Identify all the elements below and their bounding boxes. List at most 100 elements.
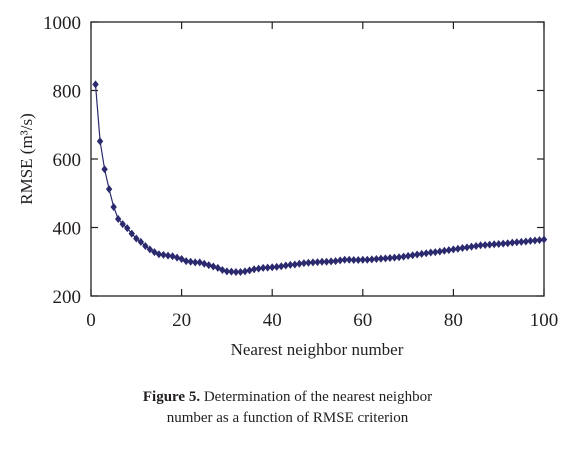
data-point: [173, 253, 181, 262]
data-point: [250, 265, 258, 274]
data-point: [341, 255, 348, 264]
data-point: [133, 234, 140, 243]
data-point: [377, 254, 385, 263]
x-tick-label: 60: [353, 310, 372, 331]
x-axis-label: Nearest neighbor number: [231, 340, 404, 359]
data-point: [486, 240, 493, 249]
data-point: [259, 263, 267, 272]
data-point: [228, 267, 235, 276]
data-point: [404, 251, 412, 260]
data-point: [219, 265, 226, 274]
data-point: [364, 255, 371, 264]
data-point: [332, 257, 339, 266]
data-point: [273, 262, 280, 271]
data-point: [468, 242, 475, 251]
data-point: [400, 252, 407, 261]
data-point: [391, 253, 398, 262]
data-point: [160, 250, 167, 259]
data-point: [264, 263, 271, 272]
y-axis-label: RMSE (m³/s): [17, 113, 36, 205]
data-point: [287, 260, 294, 269]
data-point: [481, 240, 489, 249]
axis-ticks: [90, 21, 545, 297]
data-point: [355, 256, 362, 265]
x-tick-label: 20: [172, 310, 191, 331]
data-point: [241, 267, 249, 276]
data-point: [182, 257, 190, 266]
data-point: [191, 258, 199, 267]
data-point: [114, 214, 122, 223]
data-point: [518, 237, 525, 246]
data-point: [490, 240, 498, 249]
data-point: [418, 249, 425, 258]
data-point: [540, 235, 548, 244]
data-point: [142, 241, 149, 250]
data-point: [205, 261, 212, 270]
data-point: [237, 268, 244, 277]
x-tick-label: 0: [86, 310, 96, 331]
data-point: [155, 250, 163, 259]
data-point: [232, 268, 240, 277]
caption-line-1: Figure 5. Determination of the nearest n…: [0, 387, 575, 408]
y-tick-label: 800: [53, 82, 82, 103]
y-tick-label: 600: [53, 150, 82, 171]
caption-text-1: Determination of the nearest neighbor: [200, 389, 433, 405]
data-point: [445, 246, 453, 255]
x-tick-label: 40: [263, 310, 282, 331]
rmse-chart: 0 20 40 60 80 100 200 400 600 800 1000 Nearest nei…: [17, 13, 558, 359]
data-point: [386, 253, 394, 262]
data-point: [500, 239, 507, 248]
series-group: [92, 80, 548, 277]
data-point: [291, 260, 299, 269]
data-point: [513, 238, 521, 247]
data-point: [527, 236, 534, 245]
data-point: [409, 251, 416, 260]
data-point: [441, 246, 448, 255]
data-point: [459, 244, 466, 253]
data-point: [336, 256, 344, 265]
x-tick-label: 100: [530, 310, 559, 331]
data-point: [472, 241, 480, 250]
x-tick-label: 80: [444, 310, 463, 331]
data-point: [278, 262, 285, 271]
data-point: [146, 245, 154, 254]
data-point: [531, 236, 539, 245]
data-point: [105, 185, 113, 194]
data-point: [305, 258, 312, 267]
data-point: [164, 251, 172, 260]
data-point: [210, 262, 217, 271]
data-point: [137, 237, 145, 246]
data-point: [214, 263, 222, 272]
caption-line-2: number as a function of RMSE criterion: [166, 410, 409, 426]
data-point: [350, 256, 357, 265]
data-point: [323, 257, 330, 266]
data-point: [477, 241, 484, 250]
data-point: [427, 248, 434, 257]
data-point: [454, 244, 462, 253]
data-point: [255, 264, 262, 273]
y-tick-label: 1000: [43, 13, 81, 34]
tick-labels: 0 20 40 60 80 100 200 400 600 800 1000: [43, 13, 558, 331]
data-point: [463, 243, 471, 252]
data-point: [346, 255, 353, 264]
data-point: [269, 263, 276, 272]
data-point: [296, 259, 303, 268]
data-point: [327, 257, 335, 266]
data-point: [395, 253, 403, 262]
data-point: [300, 259, 308, 268]
data-point: [124, 224, 131, 233]
data-point: [436, 247, 444, 256]
figure-number: Figure 5.: [142, 389, 201, 405]
data-point: [196, 258, 203, 267]
data-point: [246, 266, 253, 275]
data-point: [536, 236, 543, 245]
figure-caption: Figure 5. Determination of the nearest n…: [0, 387, 575, 429]
data-point: [169, 252, 176, 261]
data-point: [509, 238, 516, 247]
data-point: [119, 220, 126, 229]
y-tick-label: 200: [53, 287, 82, 308]
data-point: [110, 202, 117, 211]
data-point: [359, 255, 366, 264]
data-point: [373, 255, 380, 264]
data-point: [423, 249, 430, 258]
